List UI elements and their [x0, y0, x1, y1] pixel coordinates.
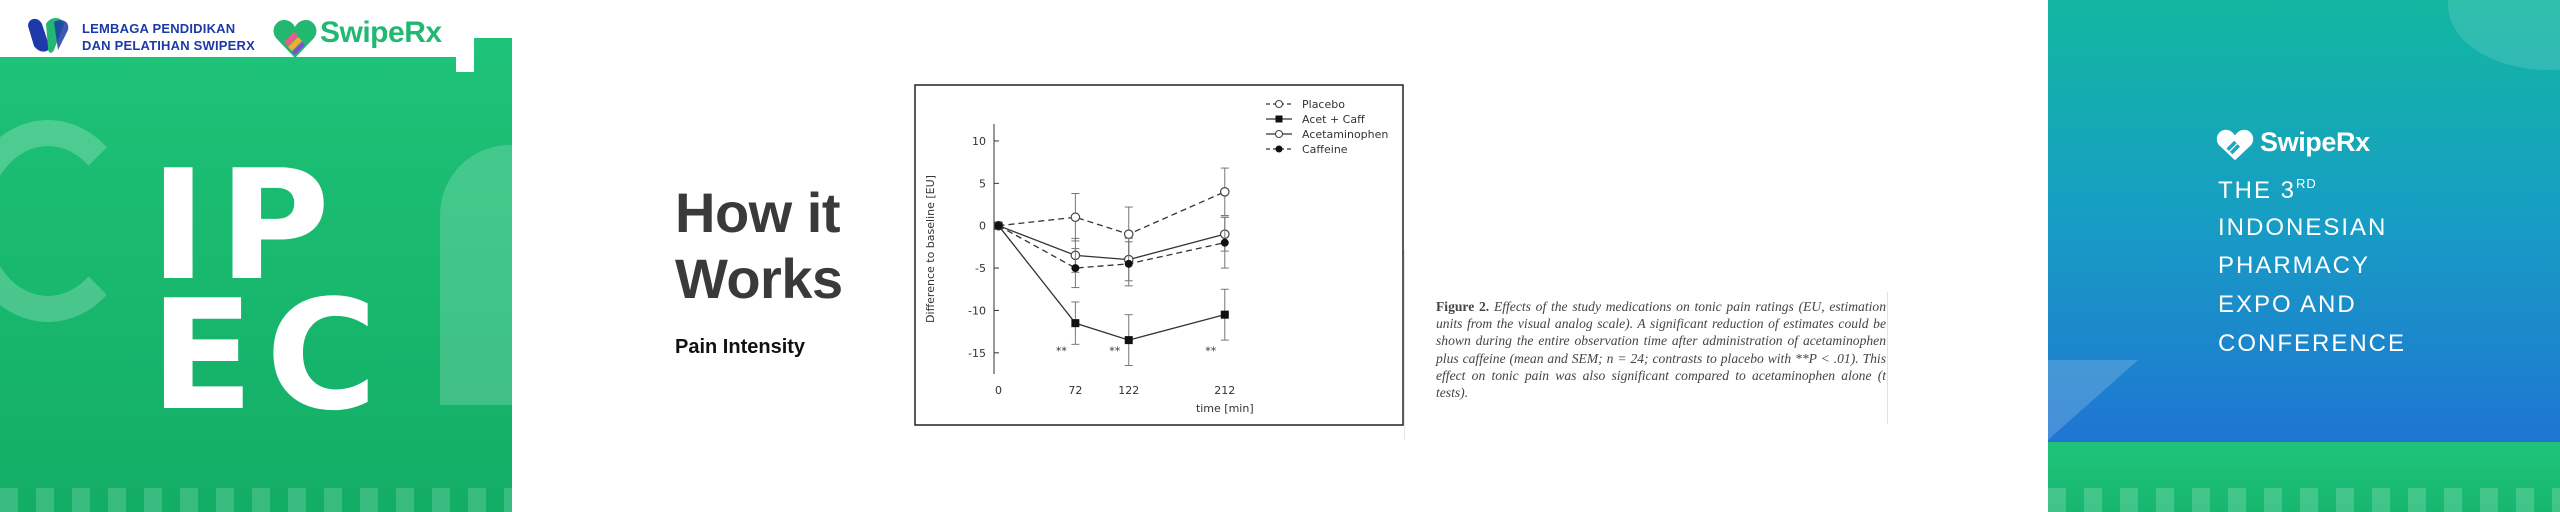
brand-name: SwipeRx — [2260, 127, 2370, 157]
event-name-line5: CONFERENCE — [2218, 330, 2407, 357]
y-tick-label: 0 — [979, 220, 986, 233]
data-point — [1070, 212, 1081, 223]
divider — [1887, 292, 1888, 424]
x-tick-label: 122 — [1118, 384, 1139, 397]
legend-marker — [1274, 99, 1284, 109]
decor-square — [456, 38, 474, 72]
org-name-line2: DAN PELATIHAN SWIPERX — [82, 38, 255, 53]
slide-title-line1: How it — [675, 181, 840, 244]
x-tick-label: 72 — [1068, 384, 1082, 397]
decor-band — [2048, 442, 2560, 512]
slide-title: How it Works — [675, 180, 895, 312]
series-line — [998, 225, 1225, 269]
brand-name: SwipeRx — [320, 16, 442, 49]
right-panel: SwipeRx THE 3RD INDONESIAN PHARMACY EXPO… — [2048, 0, 2560, 512]
figure-caption-text: Effects of the study medications on toni… — [1436, 299, 1886, 401]
y-tick-label: 10 — [972, 135, 986, 148]
legend-label: Acetaminophen — [1302, 128, 1388, 141]
header-bar — [0, 0, 474, 57]
event-name-line1: THE 3RD — [2218, 176, 2317, 205]
event-name-line4: EXPO AND — [2218, 291, 2357, 318]
slide-title-line2: Works — [675, 247, 843, 310]
data-point — [1124, 336, 1133, 345]
series-line — [998, 225, 1225, 341]
data-point — [1220, 310, 1229, 319]
series-line — [998, 191, 1226, 235]
slide-subtitle: Pain Intensity — [675, 336, 806, 358]
swiperx-logo-icon — [2216, 129, 2254, 161]
y-tick-label: 5 — [979, 177, 986, 190]
legend-label: Acet + Caff — [1302, 113, 1365, 126]
legend-marker — [1275, 145, 1283, 153]
data-point — [1124, 259, 1133, 268]
event-title-line2: EC — [150, 267, 390, 444]
significance-annotation: ** — [1109, 345, 1121, 358]
data-point — [1071, 264, 1080, 273]
x-axis-label: time [min] — [1196, 402, 1254, 415]
figure-label: Figure 2. — [1436, 299, 1490, 314]
y-tick-label: -10 — [968, 304, 986, 317]
significance-annotation: ** — [1205, 345, 1217, 358]
data-point — [1123, 229, 1134, 239]
event-name-sup: RD — [2296, 176, 2317, 191]
legend-marker — [1275, 115, 1283, 123]
figure-caption: Figure 2. Effects of the study medicatio… — [1436, 298, 1886, 401]
event-name-prefix: THE 3 — [2218, 177, 2297, 204]
legend-label: Caffeine — [1302, 143, 1348, 156]
legend-marker — [1274, 129, 1284, 139]
event-title-line1: IP — [150, 137, 342, 314]
x-tick-label: 212 — [1214, 384, 1235, 397]
data-point — [1219, 186, 1230, 197]
decor-arc — [0, 120, 134, 322]
chart-frame — [914, 84, 1404, 426]
org-name-line1: LEMBAGA PENDIDIKAN — [82, 21, 236, 36]
pain-chart: 10 5 0 -5 -10 -15 Difference to baseline [EU] 0… — [914, 84, 1404, 426]
y-tick-label: -5 — [975, 262, 986, 275]
legend-label: Placebo — [1302, 98, 1345, 111]
event-name-line2: INDONESIAN — [2218, 214, 2388, 241]
swiperx-logo-icon — [273, 20, 317, 58]
decor-stripe — [2048, 488, 2560, 512]
x-tick-label: 0 — [995, 384, 1002, 397]
decor-stripe — [0, 488, 512, 512]
y-axis-label: Difference to baseline [EU] — [924, 175, 937, 323]
decor-blob — [2448, 0, 2560, 70]
divider — [1404, 250, 1405, 440]
data-point — [1220, 238, 1229, 247]
decor-triangle — [2048, 360, 2138, 440]
data-point — [1071, 319, 1080, 328]
y-tick-label: -15 — [968, 347, 986, 360]
left-panel: LEMBAGA PENDIDIKAN DAN PELATIHAN SWIPERX… — [0, 0, 512, 512]
event-name-line3: PHARMACY — [2218, 252, 2371, 279]
lembaga-logo-icon — [28, 18, 69, 53]
series-line — [998, 225, 1225, 261]
decor-arch — [440, 145, 512, 405]
decor-square — [474, 0, 512, 38]
data-point — [994, 221, 1003, 230]
significance-annotation: ** — [1056, 345, 1068, 358]
org-name: LEMBAGA PENDIDIKAN DAN PELATIHAN SWIPERX — [82, 20, 255, 54]
